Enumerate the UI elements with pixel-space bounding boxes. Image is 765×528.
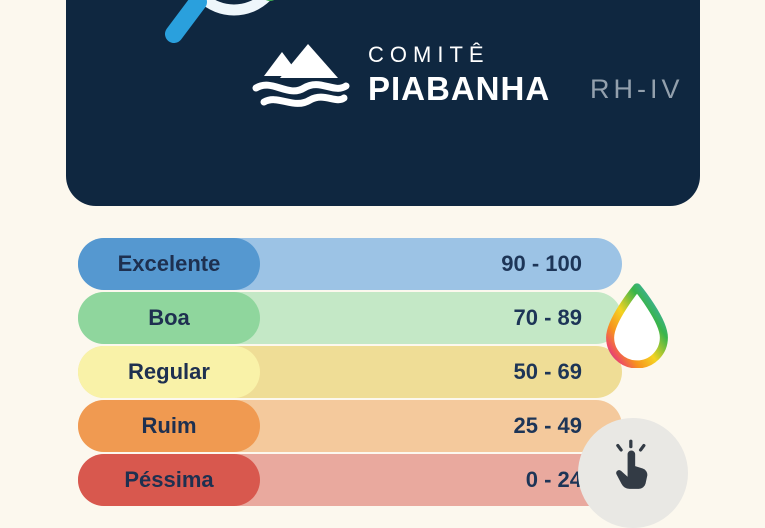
legend-label: Boa (148, 305, 190, 330)
legend-label: Ruim (141, 413, 197, 438)
water-drop-icon (606, 283, 668, 368)
legend-label: Excelente (117, 251, 221, 276)
legend-label: Regular (128, 359, 210, 384)
legend-row-ruim: Ruim 25 - 49 (78, 400, 622, 452)
legend-label: Péssima (124, 467, 214, 492)
mountain-water-icon (252, 44, 350, 107)
tap-hand-icon (616, 439, 648, 489)
legend-pill-excelente: Excelente (78, 238, 260, 290)
page: { "page": { "bg": "#fcf8ee" }, "header":… (66, 0, 700, 528)
tap-button[interactable] (578, 418, 688, 528)
legend-range: 0 - 24 (525, 467, 582, 492)
committee-top-label: COMITÊ (368, 42, 490, 67)
header-card: bservatório COMITÊ PIABANHA RH-IV (66, 0, 700, 206)
magnifier-icon (165, 0, 275, 43)
legend-pill-ruim: Ruim (78, 400, 260, 452)
region-label: RH-IV (590, 74, 684, 104)
legend-row-regular: Regular 50 - 69 (78, 346, 622, 398)
legend-pill-boa: Boa (78, 292, 260, 344)
legend-range: 70 - 89 (513, 305, 583, 330)
legend-range: 90 - 100 (501, 251, 582, 276)
legend-row-pessima: Péssima 0 - 24 (78, 454, 622, 506)
legend-range: 50 - 69 (513, 359, 583, 384)
committee-name: COMITÊ PIABANHA (368, 42, 550, 108)
legend-range: 25 - 49 (513, 413, 583, 438)
legend-pill-pessima: Péssima (78, 454, 260, 506)
legend-row-excelente: Excelente 90 - 100 (78, 238, 622, 290)
committee-bottom-label: PIABANHA (368, 70, 551, 107)
legend-row-boa: Boa 70 - 89 (78, 292, 622, 344)
legend-pill-regular: Regular (78, 346, 260, 398)
